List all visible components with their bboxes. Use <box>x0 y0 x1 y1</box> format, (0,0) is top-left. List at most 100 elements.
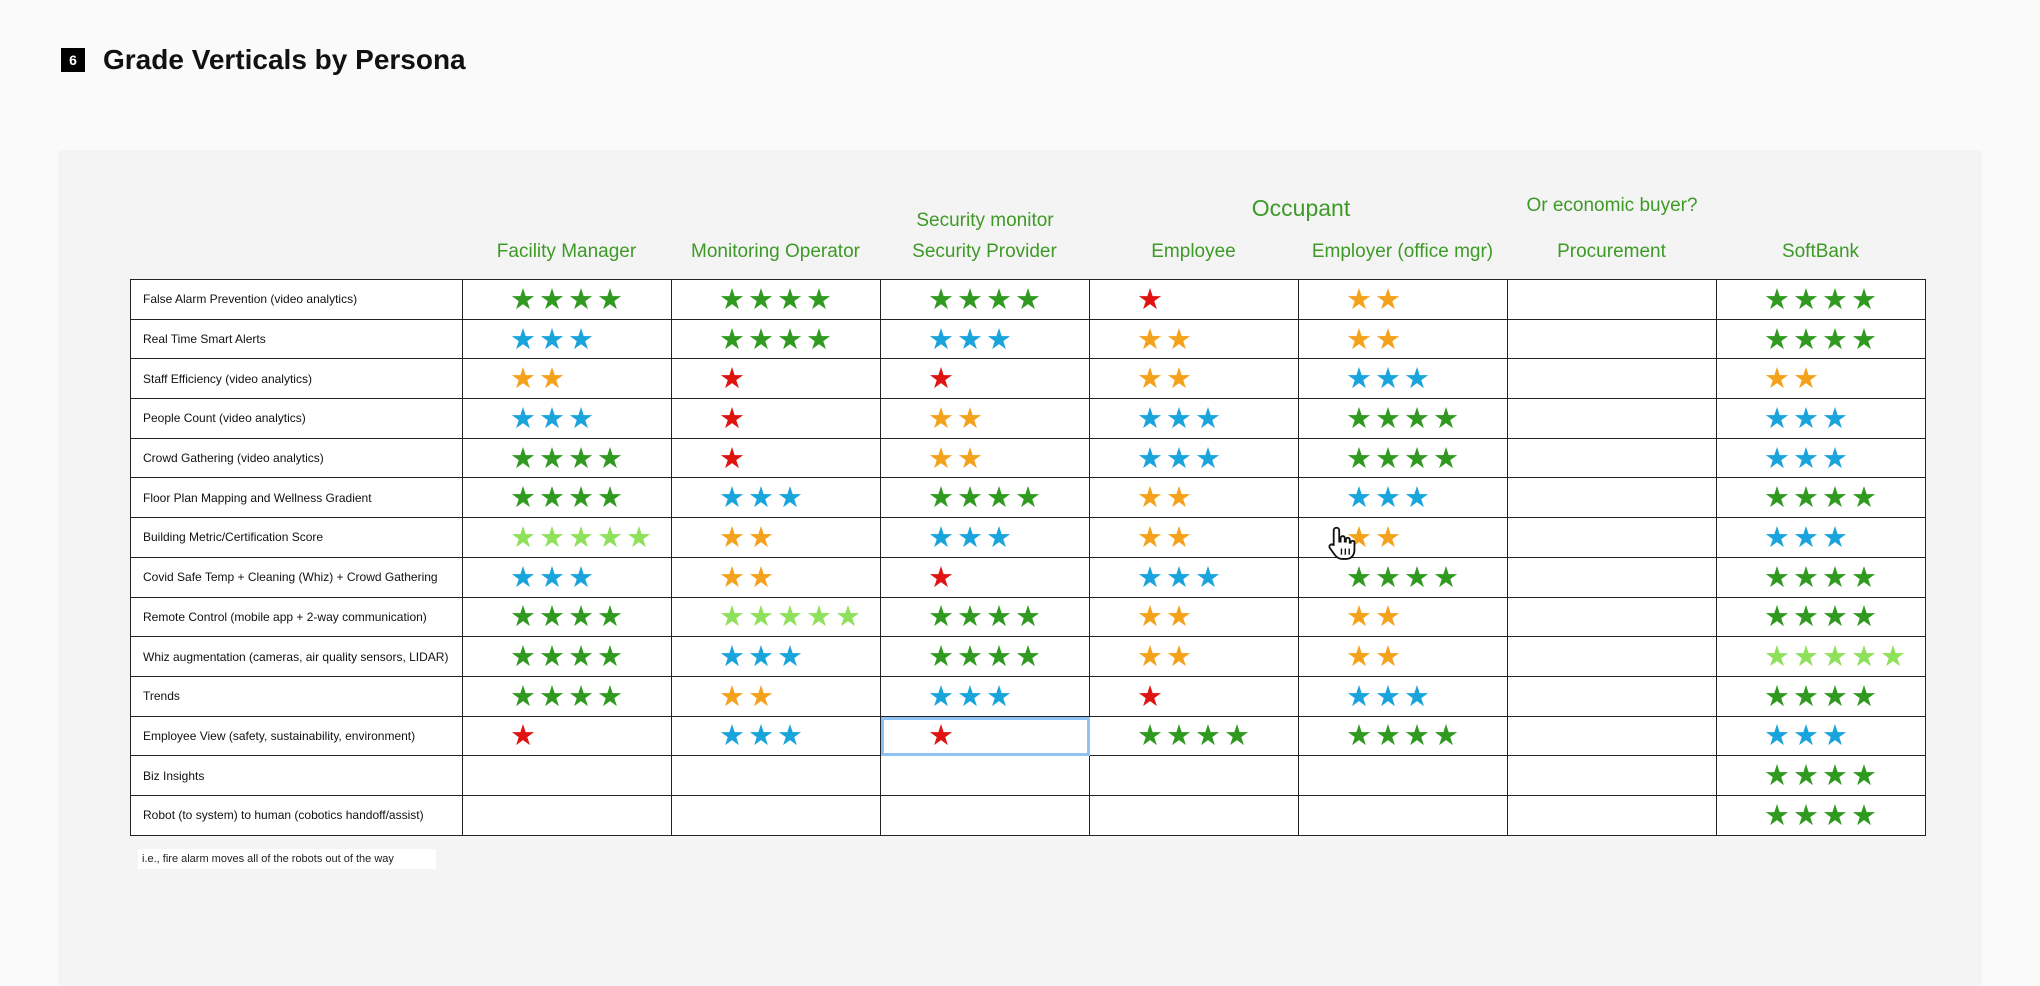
grade-cell[interactable]: ★★ <box>1299 319 1508 360</box>
grade-cell[interactable]: ★ <box>672 438 881 479</box>
grade-cell[interactable]: ★★ <box>1090 319 1299 360</box>
grade-cell[interactable]: ★★★★ <box>881 637 1090 677</box>
grade-cell[interactable]: ★★★★ <box>881 280 1090 320</box>
grade-cell[interactable] <box>1508 557 1717 598</box>
row-label[interactable]: Real Time Smart Alerts <box>131 319 463 360</box>
grade-cell[interactable]: ★★ <box>672 518 881 558</box>
grade-cell[interactable]: ★★★ <box>1090 557 1299 598</box>
grade-cell[interactable]: ★★★ <box>672 716 881 757</box>
grade-cell[interactable]: ★★★ <box>881 518 1090 558</box>
grade-cell[interactable]: ★★★★ <box>1717 557 1926 598</box>
grade-cell[interactable]: ★★ <box>1090 518 1299 558</box>
grade-cell[interactable]: ★★★★ <box>463 597 672 638</box>
row-label[interactable]: Robot (to system) to human (cobotics han… <box>131 795 463 836</box>
grade-cell[interactable] <box>1508 716 1717 757</box>
grade-cell[interactable]: ★★★ <box>1717 716 1926 757</box>
grade-cell[interactable] <box>1090 756 1299 796</box>
grade-cell[interactable]: ★★★ <box>463 319 672 360</box>
grade-cell[interactable]: ★★ <box>881 438 1090 479</box>
grade-cell[interactable] <box>1508 359 1717 400</box>
column-header[interactable]: SoftBank <box>1781 241 1860 262</box>
row-label[interactable]: Floor Plan Mapping and Wellness Gradient <box>131 478 463 519</box>
grade-cell[interactable]: ★★★ <box>463 399 672 439</box>
grade-cell[interactable]: ★★ <box>1717 359 1926 400</box>
grade-cell[interactable]: ★★★★★ <box>463 518 672 558</box>
grade-cell[interactable]: ★★★ <box>672 637 881 677</box>
grade-cell[interactable]: ★★★★ <box>1717 756 1926 796</box>
grade-cell[interactable]: ★★★ <box>1299 478 1508 519</box>
grade-cell[interactable] <box>1090 795 1299 836</box>
label-economic-buyer[interactable]: Or economic buyer? <box>1526 195 1698 216</box>
grade-cell[interactable]: ★★★ <box>672 478 881 519</box>
grade-cell[interactable] <box>463 795 672 836</box>
grade-cell[interactable]: ★★★ <box>1090 438 1299 479</box>
grade-cell[interactable] <box>881 795 1090 836</box>
label-occupant[interactable]: Occupant <box>1251 195 1351 221</box>
grade-cell[interactable]: ★★★★ <box>1090 716 1299 757</box>
grade-cell[interactable]: ★★★★ <box>881 597 1090 638</box>
grade-cell[interactable]: ★★★ <box>881 676 1090 717</box>
grade-cell[interactable]: ★★★★ <box>1299 557 1508 598</box>
grade-cell[interactable]: ★★★★ <box>1717 597 1926 638</box>
row-label[interactable]: Whiz augmentation (cameras, air quality … <box>131 637 463 677</box>
grade-cell[interactable]: ★★ <box>463 359 672 400</box>
grade-cell[interactable]: ★ <box>881 359 1090 400</box>
column-header[interactable]: Facility Manager <box>496 241 637 262</box>
row-label[interactable]: Employee View (safety, sustainability, e… <box>131 716 463 757</box>
footnote-sticky[interactable]: i.e., fire alarm moves all of the robots… <box>138 849 436 869</box>
row-label[interactable]: Biz Insights <box>131 756 463 796</box>
grade-cell[interactable]: ★★★★★ <box>672 597 881 638</box>
grade-cell[interactable]: ★★★★ <box>1717 478 1926 519</box>
grade-cell[interactable]: ★★★★ <box>463 280 672 320</box>
grade-cell[interactable]: ★★ <box>672 557 881 598</box>
row-label[interactable]: Remote Control (mobile app + 2-way commu… <box>131 597 463 638</box>
grade-cell[interactable]: ★★ <box>1090 359 1299 400</box>
grade-cell[interactable]: ★★★ <box>463 557 672 598</box>
grade-cell[interactable]: ★★ <box>1299 597 1508 638</box>
row-label[interactable]: False Alarm Prevention (video analytics) <box>131 280 463 320</box>
grade-cell[interactable]: ★★ <box>672 676 881 717</box>
grade-cell[interactable]: ★★★ <box>881 319 1090 360</box>
grade-cell[interactable] <box>1508 756 1717 796</box>
row-label[interactable]: People Count (video analytics) <box>131 399 463 439</box>
grade-cell[interactable]: ★ <box>672 399 881 439</box>
grade-cell[interactable]: ★★ <box>1299 637 1508 677</box>
grade-cell[interactable]: ★ <box>881 716 1090 757</box>
grade-cell[interactable]: ★ <box>1090 676 1299 717</box>
grade-cell[interactable] <box>672 795 881 836</box>
grade-cell[interactable] <box>672 756 881 796</box>
grade-cell[interactable]: ★★★★ <box>881 478 1090 519</box>
grade-cell[interactable] <box>1508 676 1717 717</box>
label-security-monitor[interactable]: Security monitor <box>916 210 1054 231</box>
grade-cell[interactable]: ★ <box>881 557 1090 598</box>
row-label[interactable]: Staff Efficiency (video analytics) <box>131 359 463 400</box>
grade-cell[interactable]: ★★★★ <box>1299 438 1508 479</box>
column-header[interactable]: Security Provider <box>912 241 1057 262</box>
grade-cell[interactable]: ★★★★ <box>672 280 881 320</box>
grade-cell[interactable]: ★★★★ <box>1717 676 1926 717</box>
grade-cell[interactable]: ★★★ <box>1717 518 1926 558</box>
grade-cell[interactable] <box>463 756 672 796</box>
grade-cell[interactable]: ★ <box>463 716 672 757</box>
grade-cell[interactable] <box>1299 795 1508 836</box>
grade-cell[interactable] <box>1508 637 1717 677</box>
grade-cell[interactable] <box>1508 518 1717 558</box>
grade-cell[interactable]: ★ <box>672 359 881 400</box>
row-label[interactable]: Building Metric/Certification Score <box>131 518 463 558</box>
grade-cell[interactable]: ★★★★★ <box>1717 637 1926 677</box>
row-label[interactable]: Covid Safe Temp + Cleaning (Whiz) + Crow… <box>131 557 463 598</box>
column-header[interactable]: Monitoring Operator <box>691 241 860 262</box>
column-header[interactable]: Employee <box>1151 241 1236 262</box>
grade-cell[interactable] <box>1508 597 1717 638</box>
grade-cell[interactable]: ★★★★ <box>1299 716 1508 757</box>
grade-cell[interactable]: ★★★ <box>1717 438 1926 479</box>
grade-cell[interactable]: ★★★ <box>1090 399 1299 439</box>
grade-cell[interactable] <box>1508 438 1717 479</box>
grade-cell[interactable]: ★★★ <box>1717 399 1926 439</box>
column-header[interactable]: Employer (office mgr) <box>1311 241 1494 262</box>
grade-cell[interactable] <box>1508 795 1717 836</box>
grade-cell[interactable] <box>1508 280 1717 320</box>
grade-cell[interactable]: ★★★★ <box>1299 399 1508 439</box>
row-label[interactable]: Crowd Gathering (video analytics) <box>131 438 463 479</box>
grade-cell[interactable]: ★★★ <box>1299 359 1508 400</box>
